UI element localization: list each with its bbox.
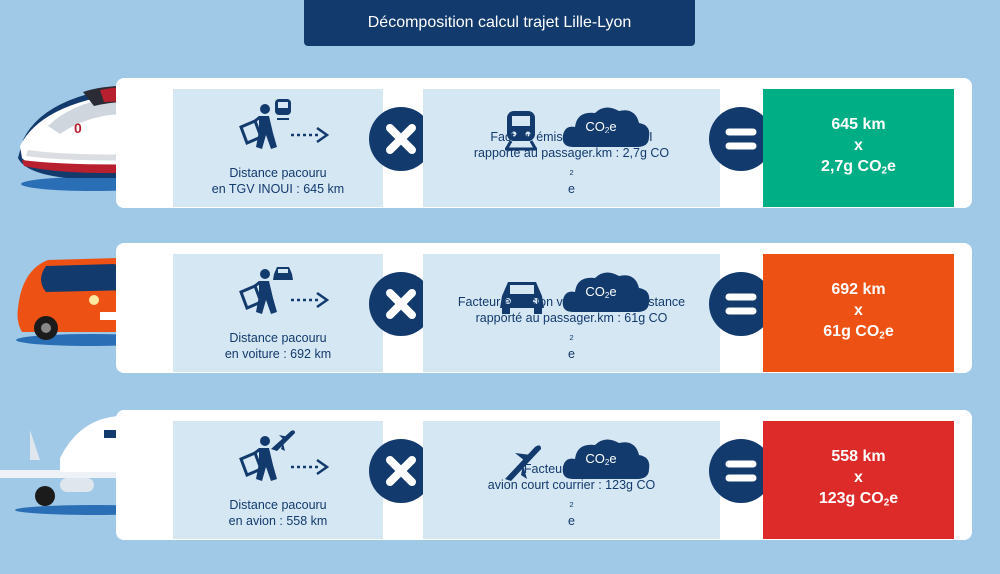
train-factor-panel: CO2e Facteur émission TGV INOUI rapporté…: [423, 89, 720, 207]
train-distance-panel: Distance pacouru en TGV INOUI : 645 km: [173, 89, 383, 207]
plane-icon: [505, 445, 541, 481]
train-icon: [505, 111, 537, 151]
car-factor-caption: Facteur émission voiture longue distance…: [457, 295, 686, 361]
result-distance: 645 km: [831, 116, 886, 134]
plane-row: Distance pacouru en avion : 558 km CO2e …: [116, 410, 972, 540]
multiply-icon: [369, 439, 433, 503]
result-distance: 692 km: [831, 281, 886, 299]
train-small-icon: [275, 99, 291, 120]
equals-icon: [709, 107, 773, 171]
plane-small-icon: [271, 430, 295, 451]
train-distance-caption: Distance pacouru en TGV INOUI : 645 km: [211, 166, 345, 196]
result-value: 61g CO2e: [823, 323, 894, 342]
plane-factor-caption: Facteur émission avion court courrier : …: [487, 462, 656, 528]
result-value: 2,7g CO2e: [821, 158, 896, 177]
multiply-icon: [369, 272, 433, 336]
svg-text:0: 0: [74, 120, 82, 136]
co2-cloud-icon: CO2e: [559, 435, 653, 485]
result-times: x: [854, 469, 863, 487]
traveler-icon: [239, 269, 277, 314]
co2-cloud-icon: CO2e: [559, 268, 653, 318]
multiply-icon: [369, 107, 433, 171]
train-factor-caption: Facteur émission TGV INOUI rapporté au p…: [473, 130, 670, 196]
car-icon: [500, 282, 544, 314]
car-factor-panel: CO2e Facteur émission voiture longue dis…: [423, 254, 720, 372]
traveler-icon: [239, 104, 277, 149]
plane-distance-caption: Distance pacouru en avion : 558 km: [228, 498, 328, 528]
train-result: 645 km x 2,7g CO2e: [763, 89, 954, 207]
result-distance: 558 km: [831, 448, 886, 466]
car-result: 692 km x 61g CO2e: [763, 254, 954, 372]
plane-distance-panel: Distance pacouru en avion : 558 km: [173, 421, 383, 539]
result-times: x: [854, 302, 863, 320]
plane-factor-panel: CO2e Facteur émission avion court courri…: [423, 421, 720, 539]
plane-result: 558 km x 123g CO2e: [763, 421, 954, 539]
car-small-icon: [273, 267, 293, 280]
arrow-icon: [291, 291, 330, 309]
result-times: x: [854, 137, 863, 155]
equals-icon: [709, 439, 773, 503]
traveler-icon: [239, 436, 277, 481]
result-value: 123g CO2e: [818, 490, 899, 509]
car-distance-panel: Distance pacouru en voiture : 692 km: [173, 254, 383, 372]
train-row: Distance pacouru en TGV INOUI : 645 km C…: [116, 78, 972, 208]
co2-cloud-icon: CO2e: [559, 103, 653, 153]
arrow-icon: [291, 126, 330, 144]
arrow-icon: [291, 458, 330, 476]
page-title: Décomposition calcul trajet Lille-Lyon: [304, 0, 695, 46]
equals-icon: [709, 272, 773, 336]
car-row: Distance pacouru en voiture : 692 km CO2…: [116, 243, 972, 373]
car-distance-caption: Distance pacouru en voiture : 692 km: [224, 331, 332, 361]
